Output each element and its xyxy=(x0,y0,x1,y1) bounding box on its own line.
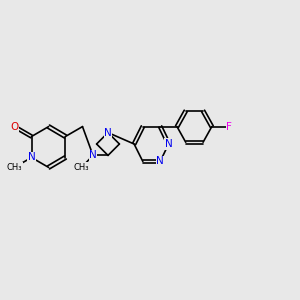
Text: O: O xyxy=(10,122,19,132)
Text: CH₃: CH₃ xyxy=(74,163,89,172)
Text: CH₃: CH₃ xyxy=(7,163,22,172)
Text: N: N xyxy=(28,152,35,163)
Text: N: N xyxy=(104,128,112,138)
Text: N: N xyxy=(165,139,172,149)
Text: N: N xyxy=(156,156,164,167)
Text: N: N xyxy=(89,150,97,161)
Text: F: F xyxy=(226,122,232,132)
